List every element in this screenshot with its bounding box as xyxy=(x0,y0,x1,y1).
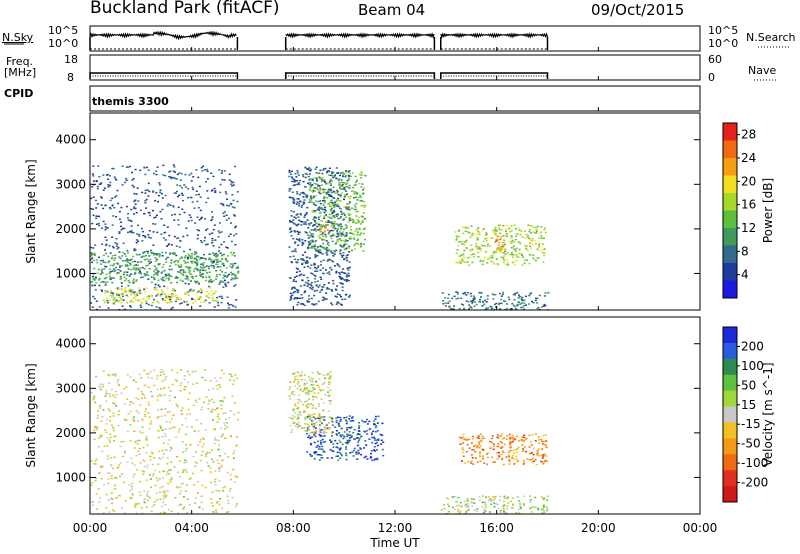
colorbar-label-1-2: 8 xyxy=(741,244,749,258)
colorbar-label-1-7: 28 xyxy=(741,128,756,142)
blob-2-2 xyxy=(306,415,385,462)
ytick-label-2-1: 1000 xyxy=(55,470,86,484)
ytick-label-1-3: 3000 xyxy=(55,177,86,191)
blob-2-3 xyxy=(288,371,333,435)
xlabel: Time UT xyxy=(369,536,420,550)
nsky-trace-1 xyxy=(89,30,237,41)
ytick-label-2-2: 2000 xyxy=(55,426,86,440)
colorbar-label-1-6: 24 xyxy=(741,151,756,165)
colorbar-swatch-1-8 xyxy=(723,245,737,264)
colorbar-swatch-1-7 xyxy=(723,228,737,246)
colorbar-frame-2 xyxy=(722,326,738,503)
ylabel-1: Slant Range [km] xyxy=(24,159,38,263)
nsky-edge-1 xyxy=(89,37,239,50)
colorbar-label-2-1: 200 xyxy=(741,339,764,353)
colorbar-swatch-2-11 xyxy=(723,486,737,503)
colorbar-swatch-1-6 xyxy=(723,210,737,229)
nsky-bot-tick: 10^0 xyxy=(48,37,79,50)
nsky-right-bot-tick: 10^0 xyxy=(708,37,739,50)
blob-1-2 xyxy=(90,251,240,284)
blob-1-5 xyxy=(308,171,367,253)
colorbar-label-2-5: -15 xyxy=(741,417,761,431)
colorbar-label-1-5: 20 xyxy=(741,174,756,188)
colorbar-swatch-2-8 xyxy=(723,438,737,455)
blob-1-1 xyxy=(90,164,239,311)
blob-1-6 xyxy=(319,221,331,233)
colorbar-swatch-2-4 xyxy=(723,374,737,392)
freq-trace-2 xyxy=(284,72,436,79)
colorbar-swatch-1-1 xyxy=(723,123,737,141)
colorbar-label-2-4: 15 xyxy=(741,398,756,412)
ytick-label-2-4: 4000 xyxy=(55,337,86,351)
cpid-value: themis 3300 xyxy=(92,95,169,108)
station-title: Buckland Park (fitACF) xyxy=(90,0,280,18)
xtick-label-2: 04:00 xyxy=(174,521,209,535)
ytick-label-1-4: 4000 xyxy=(55,133,86,147)
colorbar-label-2-6: -50 xyxy=(741,437,761,451)
blob-1-8 xyxy=(454,224,547,266)
colorbar-swatch-1-9 xyxy=(723,263,737,281)
colorbar-swatch-2-2 xyxy=(723,342,737,360)
colorbar-swatch-2-10 xyxy=(723,470,737,487)
xtick-label-1: 00:00 xyxy=(73,521,108,535)
blob-1-9 xyxy=(495,233,507,253)
nsky-trace-2 xyxy=(285,32,435,39)
nsky-edge-3 xyxy=(440,37,549,50)
nave-bot-tick: 0 xyxy=(708,71,715,84)
colorbar-swatch-2-5 xyxy=(723,390,737,408)
colorbar-swatch-2-3 xyxy=(723,358,737,376)
colorbar-label-2-7: -100 xyxy=(741,456,768,470)
nave-label: Nave xyxy=(748,64,777,77)
nsky-trace-3 xyxy=(440,32,549,39)
colorbar-swatch-1-3 xyxy=(723,158,737,176)
freq-label: Freq. xyxy=(6,55,34,68)
colorbar-label-2-8: -200 xyxy=(741,476,768,490)
colorbar-label-2-3: 50 xyxy=(741,378,756,392)
xtick-label-6: 20:00 xyxy=(581,521,616,535)
blob-1-3 xyxy=(102,286,219,304)
colorbar-swatch-1-4 xyxy=(723,175,737,194)
cpid-label: CPID xyxy=(4,87,34,100)
colorbar-label-1-4: 16 xyxy=(741,198,756,212)
colorbar-label-1-3: 12 xyxy=(741,221,756,235)
ytick-label-2-3: 3000 xyxy=(55,381,86,395)
beam-label: Beam 04 xyxy=(358,1,426,19)
xtick-label-5: 16:00 xyxy=(479,521,514,535)
xtick-label-7: 00:00 xyxy=(683,521,718,535)
nsky-edge-2 xyxy=(284,37,436,50)
blob-2-5 xyxy=(440,495,549,515)
ylabel-2: Slant Range [km] xyxy=(24,363,38,467)
nave-top-tick: 60 xyxy=(708,53,722,66)
freq-bot-tick: 8 xyxy=(67,71,74,84)
colorbar-swatch-2-6 xyxy=(723,406,737,423)
xtick-label-3: 08:00 xyxy=(276,521,311,535)
colorbar-swatch-1-5 xyxy=(723,193,737,211)
colorbar-swatch-2-9 xyxy=(723,454,737,471)
nsky-top-tick: 10^5 xyxy=(48,24,79,37)
colorbar-frame-1 xyxy=(722,122,738,299)
nsearch-label: N.Search xyxy=(746,31,796,44)
colorbar-label-2-2: 100 xyxy=(741,359,764,373)
freq-unit: [MHz] xyxy=(4,66,37,79)
ytick-label-1-1: 1000 xyxy=(55,266,86,280)
colorbar-title-2: Velocity [m s^-1] xyxy=(761,362,775,466)
ytick-label-1-2: 2000 xyxy=(55,222,86,236)
blob-2-1 xyxy=(90,369,240,515)
nsky-right-top-tick: 10^5 xyxy=(708,24,739,37)
colorbar-title-1: Power [dB] xyxy=(761,178,775,243)
blob-2-4 xyxy=(459,433,549,466)
blob-1-7 xyxy=(441,291,550,311)
freq-top-tick: 18 xyxy=(64,53,78,66)
colorbar-label-1-1: 4 xyxy=(741,268,749,282)
colorbar-swatch-2-7 xyxy=(723,422,737,439)
colorbar-swatch-2-1 xyxy=(723,327,737,344)
colorbar-swatch-1-2 xyxy=(723,140,737,159)
colorbar-swatch-1-10 xyxy=(723,280,737,299)
nsky-label: N.Sky xyxy=(2,31,34,44)
xtick-label-4: 12:00 xyxy=(378,521,413,535)
date-label: 09/Oct/2015 xyxy=(591,1,685,19)
